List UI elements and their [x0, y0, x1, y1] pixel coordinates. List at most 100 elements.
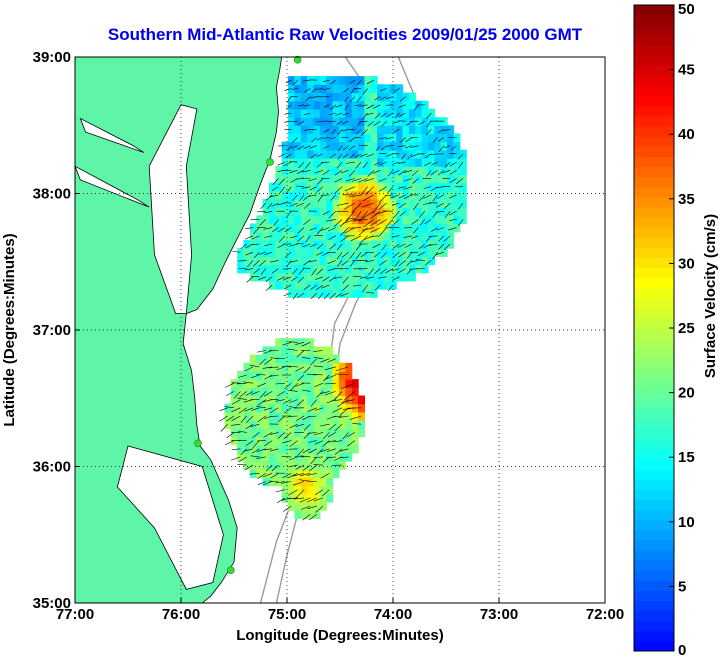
velocity-cell [256, 354, 264, 364]
velocity-cell [396, 248, 404, 257]
velocity-cell [364, 231, 372, 241]
velocity-cell [313, 76, 321, 85]
velocity-cell [300, 379, 308, 388]
velocity-cell [275, 223, 283, 233]
velocity-cell [313, 289, 321, 298]
velocity-vector [251, 407, 260, 411]
velocity-cell [307, 444, 315, 454]
velocity-cell [364, 199, 372, 208]
velocity-cell [338, 199, 346, 208]
velocity-vector [398, 186, 406, 189]
velocity-cell [269, 452, 276, 462]
velocity-cell [326, 190, 334, 200]
velocity-cell [326, 84, 334, 94]
velocity-cell [249, 452, 257, 462]
colorbar-swatch [634, 620, 674, 632]
velocity-cell [332, 207, 340, 216]
velocity-vector [297, 227, 305, 234]
velocity-cell [294, 280, 302, 290]
velocity-cell [440, 133, 448, 143]
velocity-cell [262, 403, 270, 413]
velocity-cell [415, 190, 423, 200]
colorbar-swatch [634, 136, 674, 147]
velocity-cell [326, 346, 334, 356]
velocity-vector [269, 366, 279, 369]
velocity-cell [326, 239, 334, 249]
velocity-vector [298, 268, 305, 275]
velocity-cell [338, 272, 346, 282]
velocity-cell [275, 190, 283, 200]
velocity-vector [342, 112, 349, 116]
velocity-vector [238, 374, 247, 378]
velocity-vector [357, 178, 368, 183]
velocity-vector [292, 481, 305, 486]
velocity-vector [350, 235, 362, 241]
velocity-cell [313, 387, 321, 397]
velocity-vector [302, 243, 311, 248]
velocity-cell [345, 133, 353, 143]
velocity-cell [294, 190, 302, 200]
velocity-cell [249, 420, 257, 429]
velocity-cell [326, 354, 334, 364]
velocity-vector [297, 292, 305, 298]
velocity-cell [421, 223, 429, 233]
velocity-cell [428, 223, 435, 233]
velocity-vector [342, 432, 349, 440]
velocity-cell [307, 428, 315, 438]
colorbar-swatch [634, 186, 674, 198]
velocity-vector [265, 276, 273, 282]
velocity-vector [264, 210, 273, 214]
velocity-vector [332, 407, 343, 413]
velocity-cell [269, 280, 276, 290]
velocity-cell [338, 158, 346, 167]
chesapeake-bay [148, 104, 198, 315]
velocity-cell [319, 117, 327, 126]
velocity-vector [253, 251, 260, 259]
velocity-vector [314, 440, 324, 445]
velocity-cell [434, 239, 442, 249]
velocity-vector [348, 170, 356, 177]
velocity-cell [332, 256, 340, 266]
velocity-vector [220, 423, 228, 432]
velocity-cell [345, 166, 353, 175]
velocity-cell [377, 190, 385, 200]
velocity-vector [335, 366, 349, 372]
velocity-cell [262, 411, 270, 421]
velocity-cell [294, 485, 302, 495]
velocity-vector [232, 251, 241, 253]
velocity-cell [237, 395, 245, 405]
velocity-cell [281, 469, 289, 478]
velocity-vector [339, 456, 349, 459]
velocity-cell [262, 469, 270, 478]
velocity-vector [230, 423, 241, 426]
velocity-cell [326, 215, 334, 225]
velocity-cell [440, 231, 448, 241]
velocity-vector [403, 186, 413, 190]
velocity-cell [408, 166, 416, 175]
velocity-vector [300, 505, 311, 510]
velocity-cell [243, 428, 251, 438]
velocity-cell [326, 231, 334, 241]
velocity-cell [447, 125, 455, 134]
velocity-vector [398, 161, 406, 164]
velocity-vector [226, 391, 235, 396]
velocity-cell [319, 469, 327, 478]
velocity-cell [319, 199, 327, 208]
velocity-cell [345, 239, 353, 249]
colorbar-tick-label: 25 [678, 320, 695, 337]
velocity-cell [453, 166, 461, 175]
velocity-cell [269, 461, 276, 470]
colorbar-swatch [634, 570, 674, 581]
velocity-cell [447, 190, 455, 200]
velocity-cell [421, 207, 429, 216]
velocity-vector [302, 170, 311, 173]
velocity-cell [440, 166, 448, 175]
velocity-vector [404, 145, 413, 149]
velocity-cell [351, 174, 359, 184]
velocity-vector [311, 88, 317, 93]
velocity-vector [321, 284, 330, 289]
velocity-cell [281, 190, 289, 200]
velocity-vector [292, 473, 305, 477]
velocity-cell [307, 166, 315, 175]
colorbar-swatch [634, 237, 674, 248]
